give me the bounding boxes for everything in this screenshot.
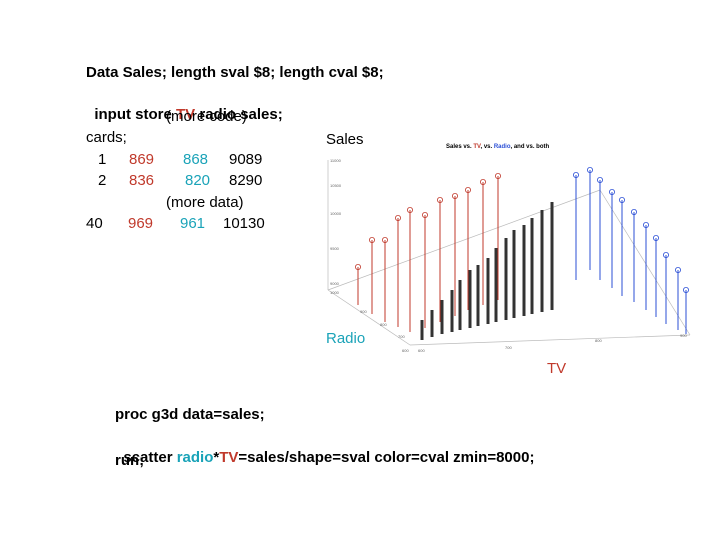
svg-text:10500: 10500 [330, 183, 342, 188]
svg-text:9000: 9000 [330, 281, 340, 286]
row1-tv: 869 [129, 151, 155, 168]
svg-text:800: 800 [595, 338, 602, 343]
row2-radio: 820 [185, 172, 211, 189]
tv-ticks: 600 700 800 900 [418, 333, 687, 353]
row1-radio: 868 [183, 151, 209, 168]
marker-1 [369, 237, 376, 244]
svg-text:600: 600 [402, 348, 409, 353]
row2-store: 2 [98, 172, 107, 189]
marker-11 [572, 172, 579, 179]
marker-4 [407, 207, 414, 214]
sales-axis-label: Sales [326, 131, 364, 148]
row3-store: 40 [86, 215, 103, 232]
svg-text:800: 800 [380, 322, 387, 327]
radio-axis-label: Radio [326, 330, 366, 347]
scatter-3d-plot: Sales vs. TV, vs. Radio, and vs. both 11… [327, 144, 691, 353]
scatter-star: * [213, 449, 220, 466]
marker-10 [494, 173, 501, 180]
cards-line: cards; [86, 129, 127, 146]
scatter-tv: TV [219, 449, 239, 466]
code-line-data: Data Sales; length sval $8; length cval … [86, 64, 384, 81]
row3-radio: 961 [180, 215, 206, 232]
marker-12 [586, 167, 593, 174]
marker-17 [642, 222, 649, 229]
row3-sales: 10130 [223, 215, 265, 232]
z-ticks: 11000 10500 10000 9500 9000 [330, 158, 342, 286]
code-input-tv: TV [176, 106, 196, 123]
tv-axis-label: TV [547, 360, 567, 377]
scatter-pre: scatter [123, 449, 177, 466]
svg-text:600: 600 [418, 348, 425, 353]
marker-13 [596, 177, 603, 184]
marker-18 [652, 235, 659, 242]
axis-frame [327, 160, 691, 346]
code-input-post: radio sales; [195, 106, 283, 123]
svg-text:9500: 9500 [330, 246, 340, 251]
marker-3 [395, 215, 402, 222]
data-stems [355, 167, 689, 340]
marker-5 [422, 212, 429, 219]
row2-sales: 8290 [229, 172, 263, 189]
marker-9 [479, 179, 486, 186]
more-code-note: (more code) [166, 108, 247, 125]
scatter-line: scatter radio*TV=sales/shape=sval color=… [115, 428, 534, 468]
more-data-note: (more data) [166, 194, 244, 211]
code-line-input: input store TV radio sales; [86, 85, 283, 125]
radio-ticks: 1000 900 800 700 600 [330, 290, 409, 353]
svg-text:900: 900 [680, 333, 687, 338]
svg-text:11000: 11000 [330, 158, 342, 163]
marker-21 [682, 286, 689, 293]
marker-20 [674, 266, 681, 273]
marker-14 [608, 189, 615, 196]
plot-title: Sales vs. TV, vs. Radio, and vs. both [446, 144, 550, 150]
svg-text:700: 700 [505, 345, 512, 350]
marker-16 [630, 209, 637, 216]
svg-text:700: 700 [398, 334, 405, 339]
marker-15 [618, 197, 625, 204]
marker-2 [382, 237, 389, 244]
svg-text:900: 900 [360, 309, 367, 314]
row1-store: 1 [98, 151, 107, 168]
svg-text:10000: 10000 [330, 211, 342, 216]
svg-text:1000: 1000 [330, 290, 340, 295]
marker-0 [355, 263, 362, 270]
run-line: run; [115, 452, 145, 469]
marker-7 [451, 193, 458, 200]
row1-sales: 9089 [229, 151, 263, 168]
scatter-post: =sales/shape=sval color=cval zmin=8000; [238, 449, 535, 466]
scatter-radio: radio [176, 449, 214, 466]
marker-19 [662, 252, 669, 259]
row3-tv: 969 [128, 215, 154, 232]
row2-tv: 836 [129, 172, 155, 189]
code-input-pre: input store [94, 106, 177, 123]
marker-8 [464, 187, 471, 194]
proc-line: proc g3d data=sales; [115, 406, 265, 423]
marker-6 [436, 197, 443, 204]
